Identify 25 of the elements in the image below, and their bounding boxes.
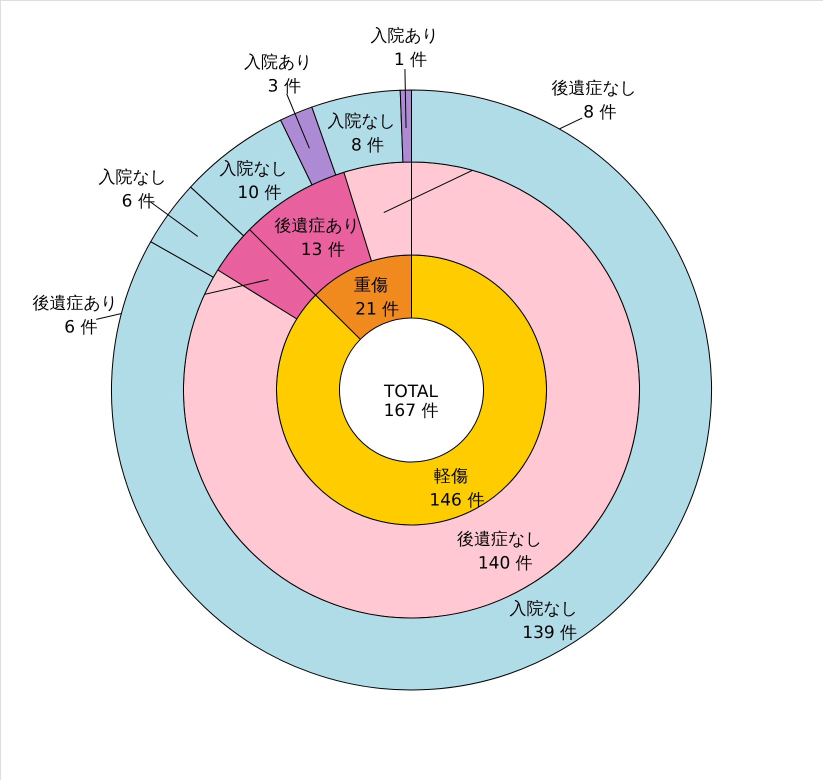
slice-label: 後遺症あり	[274, 216, 360, 236]
slice-label: 入院あり	[370, 26, 439, 46]
data-label: 21 件	[355, 299, 400, 320]
slice-label: 後遺症あり	[32, 293, 118, 314]
data-label: 8 件	[351, 136, 384, 156]
slice-label: 入院あり	[244, 52, 312, 73]
slice-label: 後遺症なし	[456, 530, 542, 550]
data-label: 3 件	[268, 76, 301, 97]
slice-label: 入院なし	[510, 599, 578, 620]
data-label: 6 件	[122, 192, 155, 212]
data-label: 140 件	[478, 554, 533, 574]
slice-label: 入院なし	[219, 159, 288, 180]
data-label: 8 件	[583, 102, 616, 122]
text: TOTAL 167 件	[383, 382, 438, 421]
slice-label: 軽傷	[434, 466, 468, 487]
data-label: 139 件	[522, 623, 578, 644]
slice-label: 入院なし	[328, 112, 396, 132]
data-label: 10 件	[237, 183, 282, 204]
data-label: 146 件	[429, 490, 484, 511]
slice-label: 重傷	[354, 275, 388, 296]
data-label: 1 件	[394, 50, 428, 70]
slice-label: 入院なし	[98, 168, 166, 188]
slice-label: 後遺症なし	[551, 78, 636, 98]
data-label: 13 件	[300, 240, 345, 260]
data-label: 6 件	[64, 317, 98, 338]
